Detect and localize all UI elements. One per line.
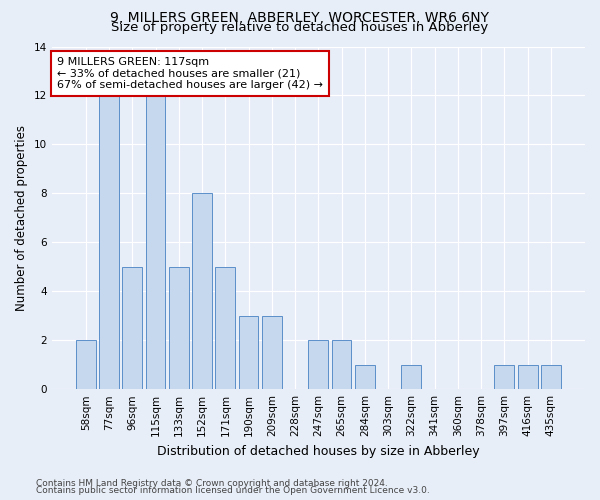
Bar	[76, 340, 95, 389]
Bar	[401, 364, 421, 389]
Text: 9, MILLERS GREEN, ABBERLEY, WORCESTER, WR6 6NY: 9, MILLERS GREEN, ABBERLEY, WORCESTER, W…	[110, 11, 490, 25]
Text: Contains HM Land Registry data © Crown copyright and database right 2024.: Contains HM Land Registry data © Crown c…	[36, 478, 388, 488]
X-axis label: Distribution of detached houses by size in Abberley: Distribution of detached houses by size …	[157, 444, 479, 458]
Bar	[308, 340, 328, 389]
Bar	[355, 364, 375, 389]
Bar	[494, 364, 514, 389]
Bar	[122, 267, 142, 389]
Bar	[99, 96, 119, 389]
Bar	[518, 364, 538, 389]
Bar	[169, 267, 188, 389]
Bar	[541, 364, 561, 389]
Bar	[192, 194, 212, 389]
Text: 9 MILLERS GREEN: 117sqm
← 33% of detached houses are smaller (21)
67% of semi-de: 9 MILLERS GREEN: 117sqm ← 33% of detache…	[57, 57, 323, 90]
Y-axis label: Number of detached properties: Number of detached properties	[15, 125, 28, 311]
Bar	[332, 340, 352, 389]
Text: Size of property relative to detached houses in Abberley: Size of property relative to detached ho…	[112, 22, 488, 35]
Bar	[146, 96, 166, 389]
Bar	[239, 316, 259, 389]
Bar	[262, 316, 282, 389]
Text: Contains public sector information licensed under the Open Government Licence v3: Contains public sector information licen…	[36, 486, 430, 495]
Bar	[215, 267, 235, 389]
